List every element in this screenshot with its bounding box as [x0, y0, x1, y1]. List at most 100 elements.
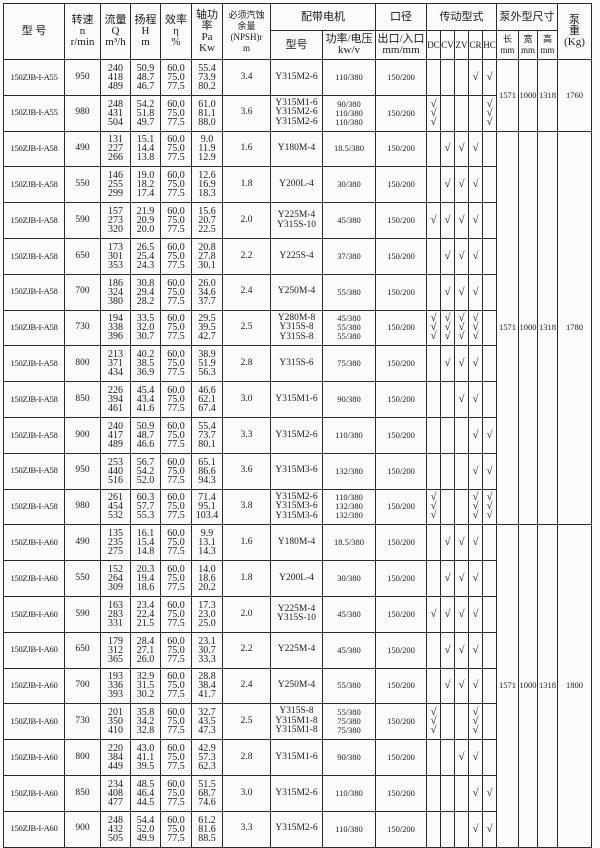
- efficiency-values: 60.0 75.0 77.5: [160, 309, 192, 347]
- efficiency-values: 60.0 75.0 77.5: [160, 631, 192, 669]
- drive-check-hc: [482, 595, 497, 633]
- table-row: 150ZJB-I-A60 550 152 264 309 20.3 19.4 18.6…: [3, 560, 592, 597]
- pump-weight: 1780: [557, 130, 593, 526]
- motor-power: 110/380 132/380 132/380: [322, 488, 376, 526]
- header-dimension-group: 泵外型尺寸: [495, 3, 559, 31]
- motor-power: 110/380: [322, 416, 376, 454]
- motor-power: 110/380: [322, 774, 376, 812]
- speed: 850: [64, 774, 101, 812]
- table-body: 150ZJB-I-A55 950 240 418 489 50.9 48.7 46.7…: [3, 59, 593, 848]
- head-values: 50.9 48.7 46.7: [130, 59, 161, 96]
- drive-check-zv: [454, 488, 469, 526]
- header-model: 型 号: [3, 3, 65, 60]
- pump-model: 150ZJB-I-A60: [3, 595, 65, 633]
- speed: 650: [64, 631, 101, 669]
- speed: 980: [64, 488, 101, 526]
- motor-power: 45/380: [322, 631, 376, 669]
- drive-check-cv: [440, 488, 455, 526]
- drive-check-dc: [426, 452, 441, 490]
- flow-values: 213 371 434: [100, 345, 131, 383]
- drive-check-dc: [426, 237, 441, 275]
- bore-size: 150/200: [375, 345, 427, 383]
- drive-check-cr: √: [468, 237, 483, 275]
- drive-check-cr: √: [468, 381, 483, 418]
- drive-check-cr: √ √ √: [468, 488, 483, 526]
- npsh-value: 1.8: [222, 166, 271, 204]
- drive-check-hc: [482, 560, 497, 597]
- pump-model: 150ZJB-I-A60: [3, 631, 65, 669]
- motor-power: 30/380: [322, 166, 376, 204]
- drive-check-hc: √: [482, 452, 497, 490]
- speed: 590: [64, 202, 101, 239]
- head-values: 54.2 51.8 49.7: [130, 94, 161, 132]
- bore-size: 150/200: [375, 273, 427, 311]
- motor-power: 45/380: [322, 595, 376, 633]
- npsh-value: 2.0: [222, 595, 271, 633]
- motor-model: Y250M-4: [270, 667, 323, 705]
- drive-check-zv: √: [454, 667, 469, 705]
- drive-check-dc: [426, 345, 441, 383]
- header-length: 长 mm: [496, 30, 519, 60]
- motor-model: Y180M-4: [270, 524, 323, 562]
- drive-check-hc: [482, 130, 497, 168]
- motor-model: Y315M2-6: [270, 810, 323, 848]
- drive-check-hc: [482, 739, 497, 776]
- drive-check-zv: [454, 59, 469, 96]
- header-height: 高 mm: [536, 30, 559, 60]
- drive-check-cr: √: [468, 130, 483, 168]
- drive-check-cr: √: [468, 452, 483, 490]
- motor-model: Y225M-4: [270, 631, 323, 669]
- npsh-value: 2.8: [222, 345, 271, 383]
- efficiency-values: 60.0 75.0 77.5: [160, 739, 192, 776]
- pump-spec-table: 型 号 转速 n r/min 流量 Q m³/h 扬程 H m 效率 η % 轴…: [3, 3, 593, 848]
- drive-check-cr: √ √ √: [468, 703, 483, 741]
- table-row: 150ZJB-I-A60 850 234 408 477 48.5 46.4 44.5…: [3, 774, 592, 812]
- flow-values: 220 384 449: [100, 739, 131, 776]
- dimension-width: 1000: [518, 524, 538, 848]
- drive-check-hc: √: [482, 774, 497, 812]
- motor-model: Y180M-4: [270, 130, 323, 168]
- pump-model: 150ZJB-I-A60: [3, 703, 65, 741]
- shaft-power-values: 65.1 86.6 94.3: [191, 452, 223, 490]
- pump-weight: 1800: [557, 524, 593, 848]
- header-flow: 流量 Q m³/h: [100, 3, 131, 60]
- flow-values: 173 301 353: [100, 237, 131, 275]
- head-values: 35.8 34.2 32.8: [130, 703, 161, 741]
- pump-model: 150ZJB-I-A60: [3, 810, 65, 848]
- pump-model: 150ZJB-I-A58: [3, 452, 65, 490]
- drive-check-cv: √: [440, 202, 455, 239]
- efficiency-values: 60.0 75.0 77.5: [160, 560, 192, 597]
- motor-model: Y315M1-6: [270, 739, 323, 776]
- motor-model: Y315M2-6: [270, 416, 323, 454]
- motor-model: Y315S-8 Y315M1-8 Y315M1-8: [270, 703, 323, 741]
- head-values: 56.7 54.2 52.0: [130, 452, 161, 490]
- npsh-value: 1.6: [222, 524, 271, 562]
- motor-power: 30/380: [322, 560, 376, 597]
- efficiency-values: 60.0 75.0 77.5: [160, 273, 192, 311]
- drive-check-zv: √: [454, 345, 469, 383]
- speed: 980: [64, 94, 101, 132]
- table-row: 150ZJB-I-A60 900 248 432 505 54.4 52.0 49.9…: [3, 810, 592, 848]
- drive-check-cr: √: [468, 595, 483, 633]
- bore-size: 150/200: [375, 237, 427, 275]
- drive-check-cv: √: [440, 273, 455, 311]
- motor-model: Y250M-4: [270, 273, 323, 311]
- drive-check-zv: √: [454, 237, 469, 275]
- bore-size: 150/200: [375, 739, 427, 776]
- head-values: 54.4 52.0 49.9: [130, 810, 161, 848]
- speed: 900: [64, 416, 101, 454]
- flow-values: 152 264 309: [100, 560, 131, 597]
- motor-power: 45/380 55/380 55/380: [322, 309, 376, 347]
- speed: 950: [64, 452, 101, 490]
- shaft-power-values: 20.8 27.8 30.1: [191, 237, 223, 275]
- drive-check-zv: √ √ √: [454, 309, 469, 347]
- drive-check-cr: √: [468, 166, 483, 204]
- drive-check-cv: √: [440, 595, 455, 633]
- efficiency-values: 60.0 75.0 77.5: [160, 703, 192, 741]
- drive-check-zv: √: [454, 631, 469, 669]
- head-values: 16.1 15.4 14.8: [130, 524, 161, 562]
- speed: 490: [64, 524, 101, 562]
- drive-check-hc: [482, 345, 497, 383]
- npsh-value: 1.6: [222, 130, 271, 168]
- npsh-value: 3.6: [222, 452, 271, 490]
